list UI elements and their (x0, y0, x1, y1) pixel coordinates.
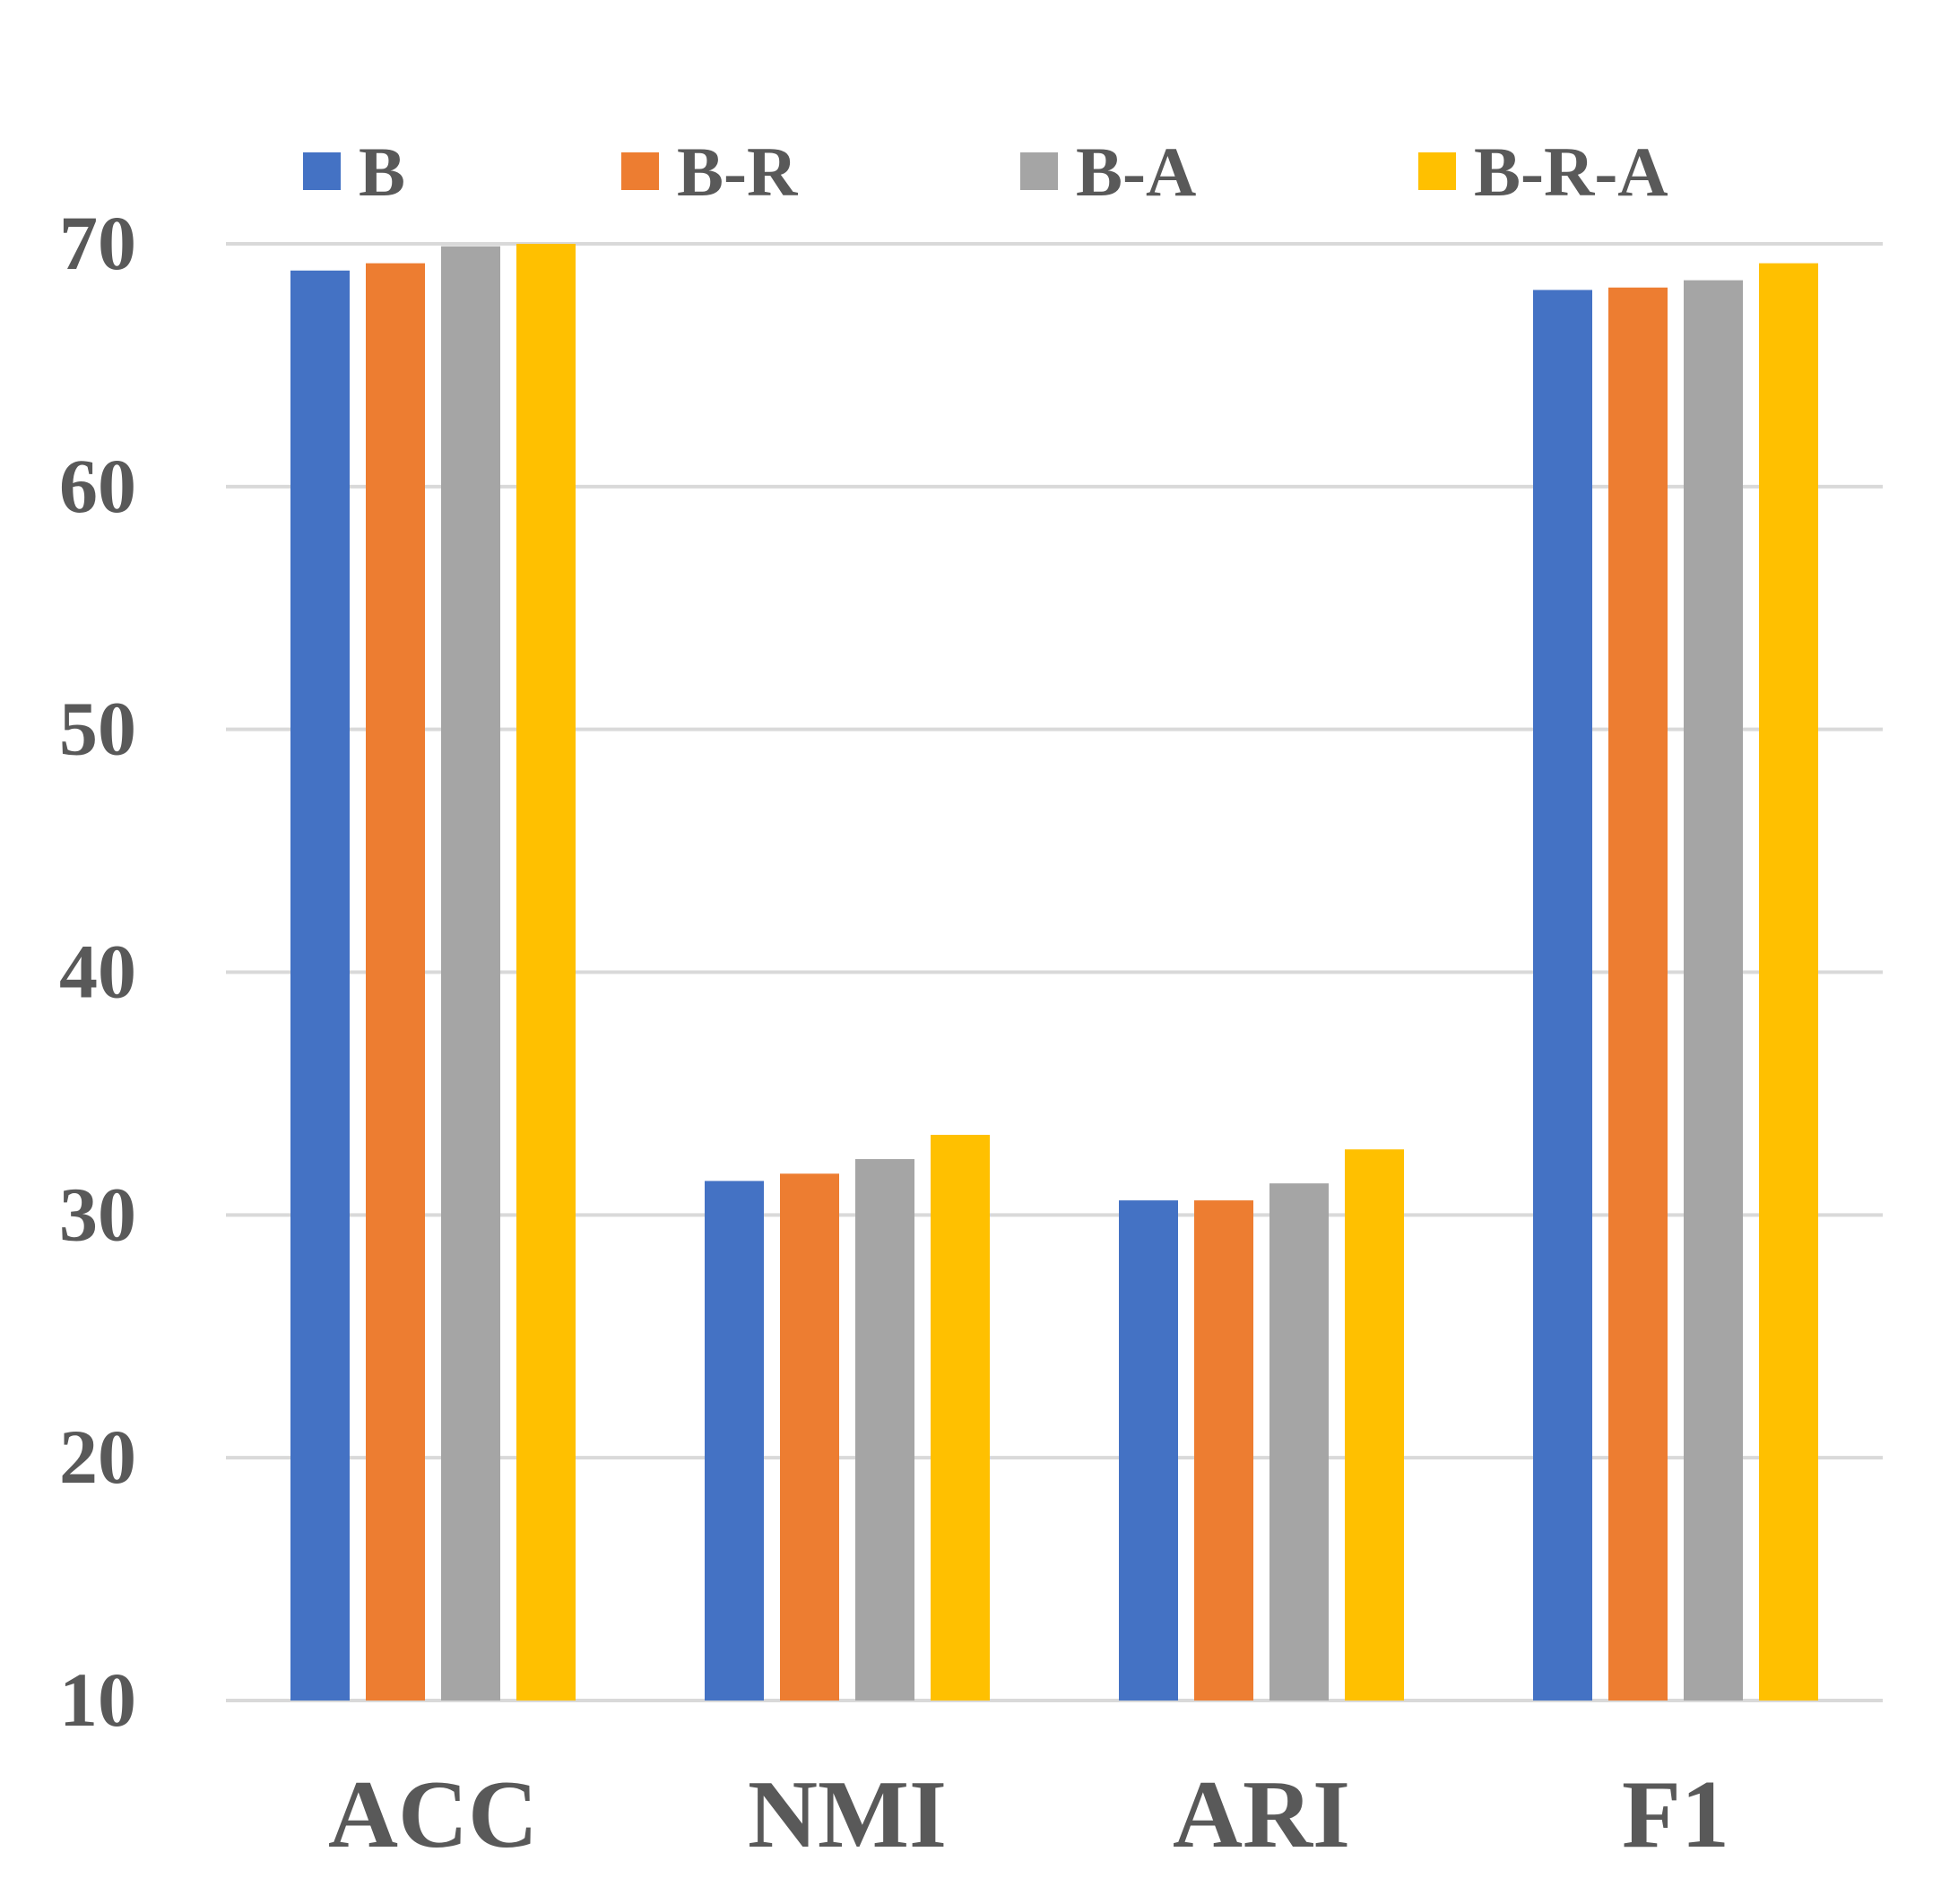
bar-B-A-ARI (1269, 1183, 1329, 1701)
bar-B-R-F1 (1608, 287, 1668, 1701)
x-category-label: F1 (1622, 1761, 1729, 1868)
bar-B-F1 (1533, 290, 1592, 1701)
x-category-label: NMI (748, 1761, 947, 1868)
bar-B-R-A-NMI (931, 1134, 990, 1701)
bar-B-ACC (290, 270, 350, 1701)
legend-label: B (359, 133, 405, 211)
y-tick-label: 20 (59, 1414, 136, 1500)
y-tick-label: 50 (59, 686, 136, 772)
legend-swatch-B (303, 152, 341, 190)
x-axis-category-labels: ACC NMI ARI F1 (328, 1761, 1729, 1868)
y-tick-label: 40 (59, 929, 136, 1015)
y-tick-label: 60 (59, 443, 136, 529)
legend-swatch-B-A (1020, 152, 1058, 190)
bar-B-A-ACC (441, 246, 500, 1701)
bar-B-R-A-ACC (516, 244, 576, 1701)
legend-swatch-B-R (621, 152, 659, 190)
bar-B-ARI (1119, 1200, 1178, 1701)
bar-B-R-ACC (366, 263, 425, 1701)
legend-label: B-A (1076, 133, 1196, 211)
y-axis-tick-labels: 10 20 30 40 50 60 70 (59, 200, 136, 1743)
bar-B-A-F1 (1684, 280, 1743, 1701)
bar-B-NMI (705, 1181, 764, 1701)
bar-B-R-A-ARI (1345, 1149, 1404, 1701)
y-tick-label: 30 (59, 1171, 136, 1257)
legend-label: B-R (677, 133, 799, 211)
gridlines (226, 242, 1883, 1702)
x-category-label: ACC (328, 1761, 538, 1868)
bars (290, 244, 1818, 1701)
y-tick-label: 10 (59, 1657, 136, 1743)
legend: B B-R B-A B-R-A (303, 133, 1668, 211)
bar-B-R-A-F1 (1759, 263, 1818, 1701)
bar-B-A-NMI (855, 1159, 914, 1701)
y-tick-label: 70 (59, 200, 136, 286)
legend-label: B-R-A (1474, 133, 1668, 211)
bar-B-R-ARI (1194, 1200, 1253, 1701)
bar-B-R-NMI (780, 1173, 839, 1701)
x-category-label: ARI (1173, 1761, 1350, 1868)
legend-swatch-B-R-A (1418, 152, 1456, 190)
